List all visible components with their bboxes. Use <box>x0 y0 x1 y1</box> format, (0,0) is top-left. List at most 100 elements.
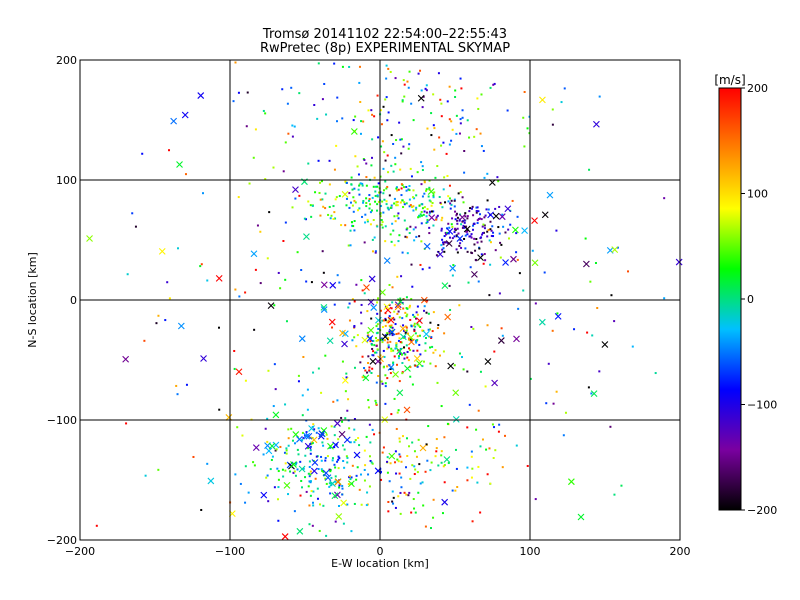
data-point <box>351 298 354 301</box>
data-point <box>273 363 276 366</box>
data-point <box>458 352 461 355</box>
data-point <box>461 356 464 359</box>
data-point <box>312 501 315 504</box>
data-point <box>455 467 458 470</box>
data-point <box>312 504 315 507</box>
data-point <box>449 236 452 239</box>
data-point-x <box>158 248 166 255</box>
data-point-x <box>334 478 342 486</box>
data-point <box>282 475 285 478</box>
data-point <box>192 455 195 458</box>
data-point-x <box>441 498 449 506</box>
data-point <box>346 461 349 464</box>
data-point <box>126 273 129 276</box>
data-point <box>353 428 356 431</box>
data-point <box>426 208 429 211</box>
data-point <box>306 408 309 411</box>
data-point <box>509 223 512 226</box>
data-point <box>443 235 446 238</box>
data-point <box>410 339 413 342</box>
data-point <box>337 455 340 458</box>
data-point-x <box>383 303 391 311</box>
data-point <box>390 164 393 167</box>
data-point <box>334 217 337 220</box>
data-point <box>387 208 390 211</box>
y-axis-label: N-S location [km] <box>26 252 39 348</box>
data-point <box>443 436 446 439</box>
data-point <box>462 224 465 227</box>
data-point <box>421 169 424 172</box>
data-point <box>489 228 492 231</box>
data-point <box>465 225 468 228</box>
data-point <box>598 95 601 98</box>
data-point <box>369 441 372 444</box>
data-point <box>408 198 411 201</box>
data-point <box>368 199 371 202</box>
data-point <box>488 294 491 297</box>
data-point <box>383 339 386 342</box>
data-point <box>393 397 396 400</box>
data-point <box>350 183 353 186</box>
data-point <box>408 306 411 309</box>
data-point <box>389 462 392 465</box>
data-point <box>517 307 520 310</box>
data-point <box>515 251 518 254</box>
data-point <box>432 93 435 96</box>
data-point <box>387 320 390 323</box>
data-point <box>318 191 321 194</box>
data-point <box>448 197 451 200</box>
data-point <box>493 350 496 353</box>
data-point <box>333 446 336 449</box>
data-point <box>454 228 457 231</box>
data-point-x <box>350 128 358 135</box>
data-point <box>416 335 419 338</box>
data-point <box>391 317 394 320</box>
data-point <box>487 208 490 211</box>
data-point <box>443 241 446 244</box>
data-point <box>324 207 327 210</box>
data-point-x <box>122 355 130 363</box>
data-point <box>400 275 403 278</box>
data-point <box>388 283 391 286</box>
data-point <box>410 263 413 266</box>
data-point <box>417 491 420 494</box>
colorbar-tick-label: 100 <box>747 188 768 201</box>
data-point <box>375 402 378 405</box>
data-point <box>259 282 262 285</box>
data-point-x <box>471 270 478 278</box>
data-point <box>342 522 345 525</box>
data-point-x <box>329 480 336 487</box>
data-point <box>384 98 387 101</box>
data-point <box>460 87 463 90</box>
data-point <box>403 95 406 98</box>
data-point <box>482 223 485 226</box>
data-point <box>457 232 460 235</box>
data-point <box>399 168 402 171</box>
data-point <box>377 297 380 300</box>
data-point <box>429 328 432 331</box>
data-point <box>375 381 378 384</box>
data-point <box>531 249 534 252</box>
data-point <box>443 481 446 484</box>
data-point <box>395 204 398 207</box>
data-point <box>392 496 395 499</box>
data-point-x <box>504 205 512 213</box>
data-point <box>440 461 443 464</box>
data-point <box>407 188 410 191</box>
data-point-x <box>252 444 260 451</box>
data-point <box>489 86 492 89</box>
data-point <box>388 324 391 327</box>
data-point <box>453 235 456 238</box>
data-point <box>405 296 408 299</box>
data-point <box>456 216 459 219</box>
data-point <box>256 224 259 227</box>
data-point <box>390 307 393 310</box>
data-point <box>395 186 398 189</box>
x-tick-label: −200 <box>65 545 95 558</box>
data-point <box>534 302 537 305</box>
data-point <box>421 106 424 109</box>
data-point <box>455 248 458 251</box>
data-point <box>409 349 412 352</box>
data-point <box>400 152 403 155</box>
data-point <box>371 428 374 431</box>
